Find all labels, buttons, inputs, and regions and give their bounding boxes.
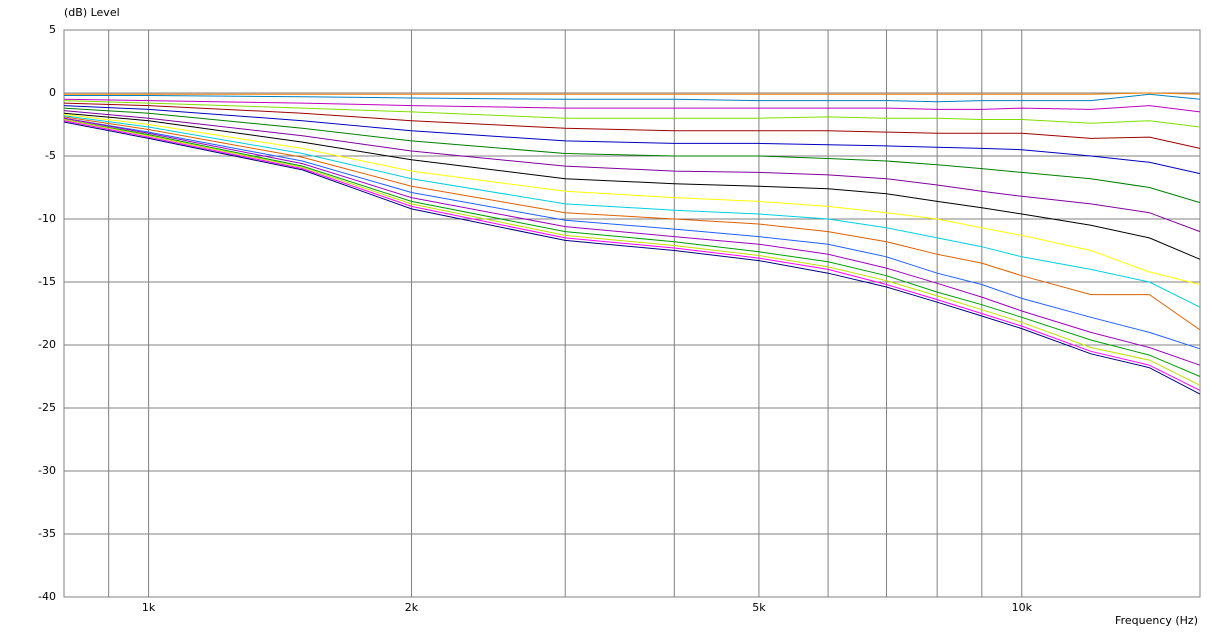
series-line	[63, 100, 1201, 128]
series-line	[64, 92, 1201, 95]
series-line	[63, 119, 1201, 377]
series-line	[63, 112, 1201, 260]
series-line	[63, 119, 1201, 386]
series-line	[63, 102, 1201, 149]
series-line	[63, 115, 1201, 308]
series-line	[63, 120, 1201, 391]
x-tick-label: 5k	[752, 601, 766, 614]
y-tick-label: -30	[38, 464, 56, 477]
x-tick-label: 2k	[405, 601, 419, 614]
series-line	[63, 116, 1201, 331]
series-line	[63, 110, 1201, 233]
y-tick-label: -15	[38, 275, 56, 288]
x-tick-label: 10k	[1012, 601, 1033, 614]
y-axis-label: (dB) Level	[64, 6, 120, 19]
series-line	[64, 93, 1201, 103]
y-tick-label: -20	[38, 338, 56, 351]
series-line	[63, 105, 1201, 175]
series-line	[63, 117, 1201, 366]
y-tick-label: -40	[38, 590, 56, 603]
series-line	[63, 107, 1201, 204]
y-tick-label: -10	[38, 212, 56, 225]
y-tick-label: 0	[49, 86, 56, 99]
series-line	[63, 117, 1201, 350]
x-tick-label: 1k	[142, 601, 156, 614]
x-axis-label: Frequency (Hz)	[1115, 614, 1198, 627]
y-tick-label: -25	[38, 401, 56, 414]
series-line	[63, 121, 1201, 395]
y-tick-label: -5	[45, 149, 56, 162]
series-line	[63, 113, 1201, 285]
y-tick-label: -35	[38, 527, 56, 540]
series-line	[63, 98, 1201, 113]
y-tick-label: 5	[49, 23, 56, 36]
